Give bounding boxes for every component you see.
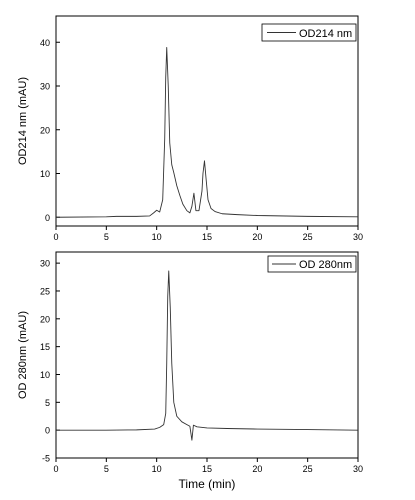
x-tick-label: 5 — [104, 464, 109, 474]
y-tick-label: 20 — [40, 314, 50, 324]
y-axis-label: OD 280nm (mAU) — [17, 311, 29, 399]
x-tick-label: 30 — [353, 464, 363, 474]
y-tick-label: 5 — [45, 398, 50, 408]
x-tick-label: 15 — [202, 232, 212, 242]
series-group — [56, 270, 359, 441]
x-tick-label: 20 — [252, 232, 262, 242]
y-tick-label: -5 — [42, 454, 50, 464]
x-tick-label: 25 — [303, 464, 313, 474]
legend: OD214 nm — [261, 23, 357, 42]
x-tick-label: 0 — [53, 464, 58, 474]
y-tick-label: 10 — [40, 370, 50, 380]
x-tick-label: 30 — [353, 232, 363, 242]
series-line-0 — [56, 270, 359, 441]
y-tick-label: 20 — [40, 125, 50, 135]
legend-label-od214: OD214 nm — [299, 28, 352, 40]
y-axis-label: OD214 nm (mAU) — [17, 77, 29, 165]
x-tick-label: 5 — [104, 232, 109, 242]
x-axis-ticks: 0 5 10 15 20 25 30 — [53, 226, 363, 242]
x-axis-label: Time (min) — [179, 477, 236, 491]
y-tick-label: 30 — [40, 82, 50, 92]
legend-label-od280: OD 280nm — [299, 259, 352, 271]
y-axis-ticks: -5 0 5 10 15 20 25 30 — [40, 259, 60, 464]
series-group — [55, 47, 359, 218]
y-tick-label: 15 — [40, 342, 50, 352]
chart-top-od214: 0 10 20 30 40 0 5 10 15 20 25 30 OD214 nm (mAU) OD… — [17, 15, 363, 242]
x-tick-label: 10 — [152, 232, 162, 242]
y-tick-label: 40 — [40, 38, 50, 48]
x-axis-ticks: 0 5 10 15 20 25 30 — [53, 458, 363, 474]
x-tick-label: 20 — [252, 464, 262, 474]
x-tick-label: 10 — [152, 464, 162, 474]
plot-area-frame — [55, 15, 359, 227]
legend: OD 280nm — [267, 255, 357, 273]
y-tick-label: 25 — [40, 286, 50, 296]
legend-box — [261, 23, 357, 42]
x-tick-label: 0 — [53, 232, 58, 242]
x-tick-label: 15 — [202, 464, 212, 474]
y-axis-ticks: 0 10 20 30 40 — [40, 38, 60, 223]
y-tick-label: 0 — [45, 213, 50, 223]
y-tick-label: 30 — [40, 259, 50, 269]
y-tick-label: 10 — [40, 169, 50, 179]
legend-box — [267, 255, 357, 273]
series-line-0 — [55, 47, 359, 218]
plot-area-frame — [55, 251, 359, 459]
x-tick-label: 25 — [303, 232, 313, 242]
y-tick-label: 0 — [45, 426, 50, 436]
